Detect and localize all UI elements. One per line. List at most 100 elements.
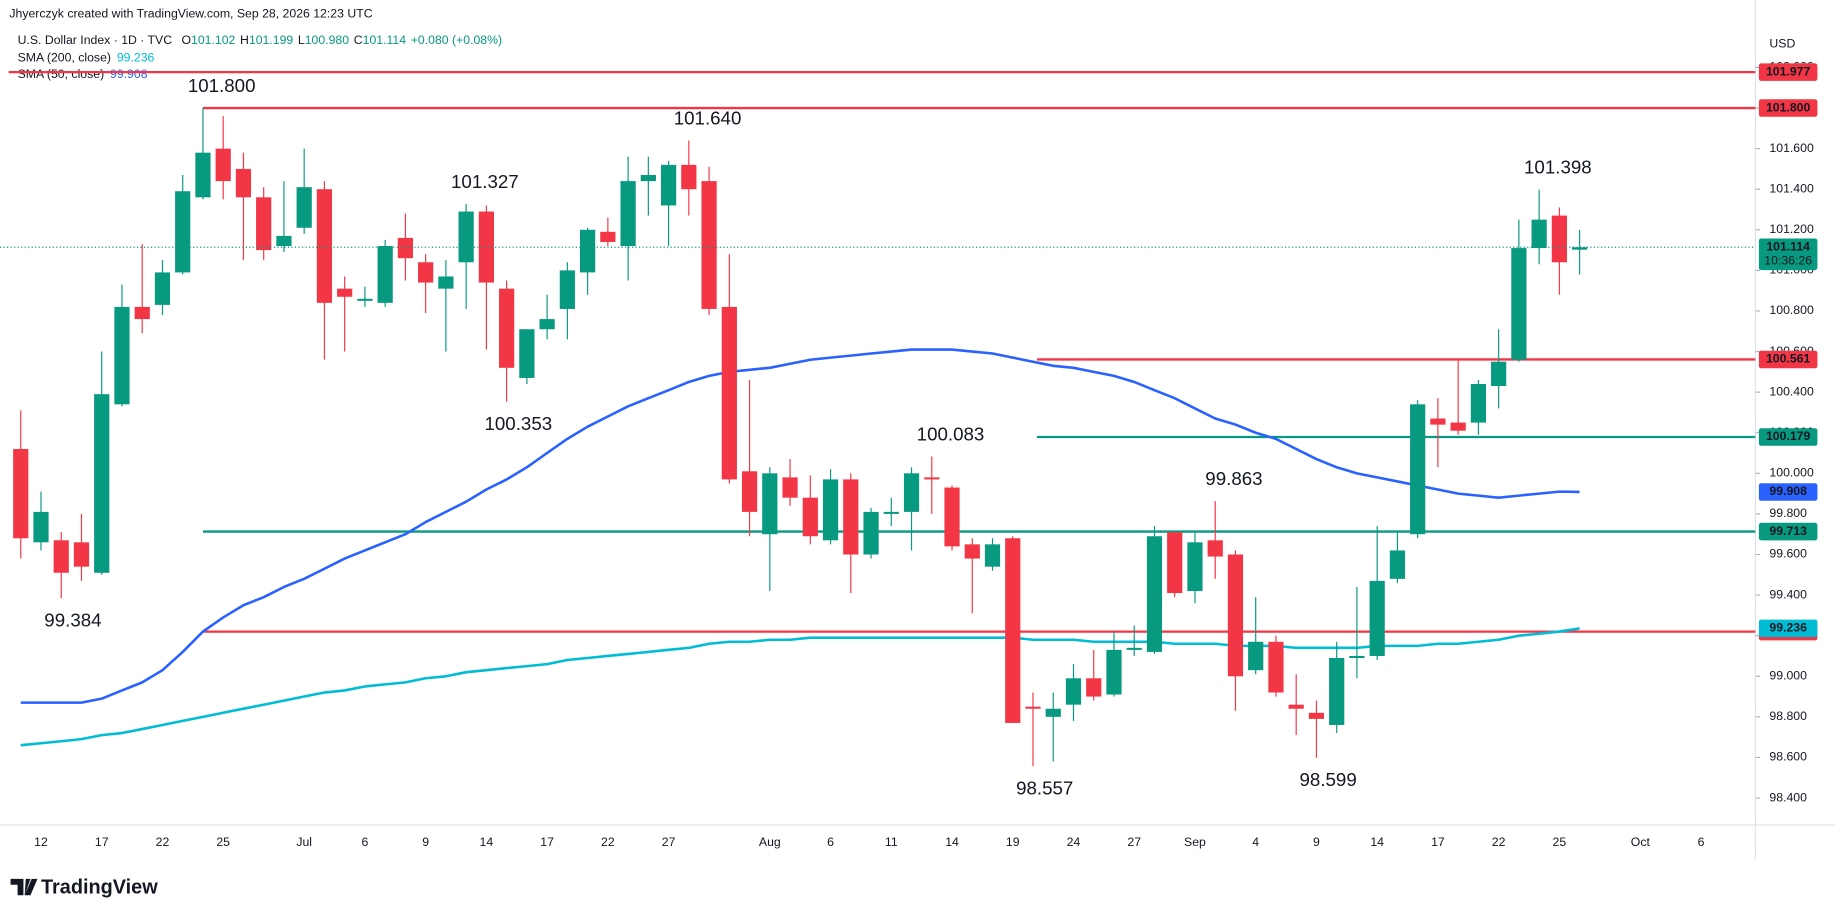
quote-value: 100.980 [305,33,350,47]
annotation: 100.083 [917,423,985,444]
x-tick-label: 24 [1067,835,1081,849]
x-tick-label: 22 [601,835,615,849]
candle-body [984,544,1001,567]
annotation: 100.353 [484,413,552,434]
candle-body [1511,248,1527,360]
candle-body [256,197,272,251]
candle-body [559,270,575,309]
candle-body [296,187,312,228]
candle-body [1065,678,1082,705]
annotation: 101.327 [451,171,519,192]
level-label-text: 101.800 [1766,100,1811,114]
candle-body [964,544,980,559]
candle-body [1146,536,1163,652]
candle-body [377,246,393,303]
x-tick-label: 11 [885,835,898,849]
candle-body [337,288,353,297]
legend-value: 99.236 [117,51,155,65]
candle-body [1288,704,1304,709]
candle-body [134,306,150,320]
candle-body [114,306,130,405]
candle-body [741,471,758,512]
legend-entry: SMA (50, close) 99.908 [18,67,148,81]
annotation: 101.398 [1524,156,1592,177]
x-tick-label: 17 [95,835,109,849]
candle-body [822,479,839,541]
candle-body [418,262,434,283]
candle-body [1167,532,1183,594]
level-label-box [1758,522,1818,541]
candle-body [53,540,69,573]
candle-body [1045,708,1061,717]
x-tick-label: 27 [662,835,676,849]
candle-body [215,148,231,182]
candle-body [73,542,90,567]
candle-body [1369,580,1385,656]
candle-body [1268,641,1284,693]
candle-body [276,235,292,247]
sma-label-box [1758,619,1818,638]
x-tick-label: 19 [1006,835,1020,849]
candle-body [175,191,191,273]
level-label-text: 101.977 [1766,64,1811,78]
current-price-text: 101.114 [1766,239,1810,253]
candle-body [1531,219,1547,249]
sma-label-text: 99.236 [1769,621,1807,635]
sma-label-text: 99.908 [1769,484,1807,498]
candle-body [1329,657,1345,725]
x-tick-label: 14 [1370,835,1384,849]
candle-body [1248,641,1264,671]
candle-body [1227,554,1244,677]
candle-body [397,237,414,259]
candle-body [640,174,656,182]
candle-body [357,298,373,301]
quote-value: 101.114 [363,33,407,47]
y-tick-label: 98.400 [1769,790,1807,804]
candle-body [154,272,171,305]
candle-body [580,229,596,273]
x-tick-label: 22 [156,835,170,849]
candle-body [1187,542,1203,592]
x-tick-label: 6 [827,835,834,849]
credit: Jhyerczyk created with TradingView.com, … [9,6,372,20]
y-tick-label: 101.200 [1769,222,1814,236]
candle-body [1005,538,1021,723]
level-label-text: 100.179 [1766,429,1811,443]
x-tick-label: 22 [1492,835,1506,849]
currency: USD [1769,37,1795,51]
y-tick-label: 99.600 [1769,547,1807,561]
x-tick-label: 6 [1698,835,1705,849]
candle-body [924,477,940,480]
symbol: U.S. Dollar Index · 1D · TVC [18,33,173,47]
x-tick-label: 17 [1431,835,1445,849]
quote: O101.102 H101.199 L100.980 C101.114 +0.080 (… [181,33,502,47]
x-tick-label: 14 [480,835,494,849]
y-tick-label: 98.600 [1769,750,1807,764]
legend-entry: SMA (200, close) 99.236 [18,51,155,65]
candle-body [438,276,454,289]
annotation: 99.384 [44,610,101,631]
annotation: 101.640 [674,107,742,128]
countdown: 10:36:26 [1764,254,1812,268]
candle-body [1430,418,1446,425]
x-tick-label: 6 [361,835,368,849]
quote-value: 101.199 [249,33,294,47]
y-tick-label: 100.000 [1769,466,1814,480]
candle-body [1572,247,1588,250]
x-tick-label: Jul [296,835,312,849]
candle-body [1086,678,1102,697]
x-tick-label: Aug [759,835,781,849]
quote-key: H [240,33,249,47]
quote-value: +0.080 (+0.08%) [411,33,502,47]
legend-value: 99.908 [110,67,148,81]
x-tick-label: 9 [1313,835,1320,849]
x-tick-label: 27 [1127,835,1141,849]
candle-body [782,477,798,498]
x-tick-label: 9 [422,835,429,849]
level-label-box [1758,99,1818,117]
y-tick-label: 100.400 [1769,384,1814,398]
level-label-box [1758,428,1818,446]
x-tick-label: 25 [1553,835,1567,849]
quote-value: 101.102 [191,33,236,47]
